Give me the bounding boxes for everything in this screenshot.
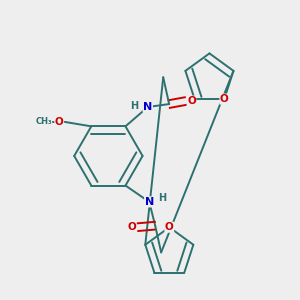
Text: H: H <box>130 100 139 110</box>
Text: O: O <box>127 222 136 232</box>
Text: O: O <box>165 222 174 232</box>
Text: CH₃: CH₃ <box>35 117 52 126</box>
Text: O: O <box>220 94 229 104</box>
Text: N: N <box>145 197 154 207</box>
Text: O: O <box>55 117 64 127</box>
Text: N: N <box>143 102 152 112</box>
Text: O: O <box>187 96 196 106</box>
Text: H: H <box>158 193 166 203</box>
